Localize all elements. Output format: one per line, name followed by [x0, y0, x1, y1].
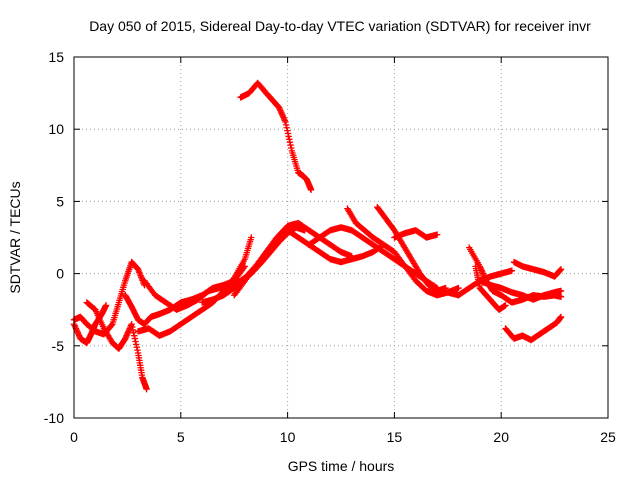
- y-tick-label: 0: [56, 266, 64, 282]
- x-tick-label: 25: [600, 429, 616, 445]
- y-tick-label: 10: [48, 121, 64, 137]
- x-axis-label: GPS time / hours: [288, 458, 395, 474]
- data-point: [455, 284, 462, 292]
- x-tick-label: 0: [70, 429, 78, 445]
- plot-frame: [73, 56, 609, 419]
- data-point: [508, 267, 516, 274]
- data-point: [442, 284, 449, 292]
- series-arc-6: [141, 224, 308, 313]
- y-tick-label: 15: [48, 49, 64, 65]
- y-tick-label: -10: [44, 410, 64, 426]
- data-point: [557, 266, 565, 273]
- data-point: [557, 293, 565, 300]
- x-tick-label: 5: [177, 429, 185, 445]
- x-tick-label: 15: [387, 429, 403, 445]
- data-point: [143, 385, 150, 393]
- series-arc-17: [476, 277, 565, 303]
- series-arc-13: [391, 227, 441, 241]
- x-tick-label: 20: [493, 429, 509, 445]
- y-tick-label: 5: [56, 193, 64, 209]
- series-arc-11: [344, 205, 462, 299]
- x-tick-label: 10: [280, 429, 296, 445]
- data-point: [433, 231, 441, 238]
- data-point: [102, 302, 110, 309]
- series-arc-19: [510, 258, 565, 280]
- series-arc-3: [83, 299, 150, 393]
- data-point: [502, 302, 509, 309]
- series-arc-14: [444, 267, 516, 299]
- data-point: [307, 186, 315, 194]
- data-point: [557, 287, 565, 295]
- data-points: [70, 79, 565, 393]
- series-arc-9: [231, 227, 387, 299]
- data-point: [557, 313, 565, 321]
- series-arc-8: [237, 79, 315, 194]
- chart-title: Day 050 of 2015, Sidereal Day-to-day VTE…: [89, 18, 591, 34]
- series-arc-1: [70, 258, 148, 338]
- series-arc-18: [502, 313, 565, 344]
- grid-lines: [74, 57, 608, 418]
- data-point: [248, 234, 255, 241]
- y-tick-label: -5: [52, 338, 65, 354]
- y-axis-label: SDTVAR / TECUs: [7, 181, 23, 293]
